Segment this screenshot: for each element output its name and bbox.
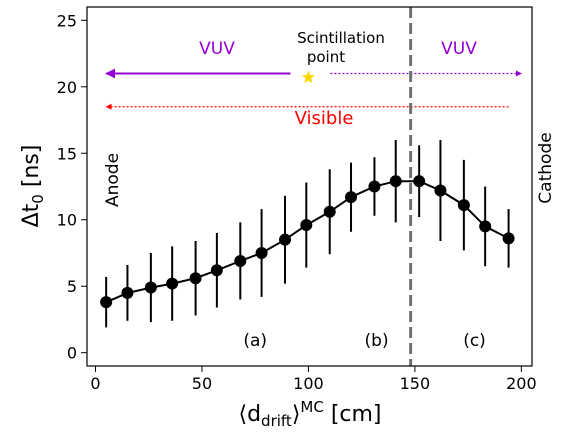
- y-tick-label: 5: [67, 277, 77, 296]
- ticks-layer: 0 50 100 150 200 0 5 10 15 20 25: [57, 11, 537, 393]
- x-tick-label: 150: [400, 374, 431, 393]
- visible-label: Visible: [295, 108, 354, 129]
- data-point: [345, 191, 358, 204]
- cathode-label: Cathode: [536, 132, 556, 203]
- data-point: [234, 254, 247, 267]
- x-axis-label-close: ⟩: [292, 402, 301, 427]
- x-tick-label: 100: [293, 374, 324, 393]
- data-point: [413, 175, 426, 188]
- region-label-c: (c): [463, 331, 486, 351]
- region-label-b: (b): [365, 331, 389, 351]
- arrows-layer: [105, 68, 522, 110]
- x-axis-label-sub: drift: [261, 412, 292, 430]
- y-tick-label: 20: [57, 78, 77, 97]
- y-tick-label: 15: [57, 144, 77, 163]
- vuv-left-label: VUV: [199, 39, 235, 59]
- region-label-a: (a): [243, 331, 267, 351]
- data-point: [368, 180, 381, 193]
- y-axis-label-sub: 0: [29, 194, 47, 204]
- y-tick-label: 25: [57, 11, 77, 30]
- data-point: [502, 232, 515, 245]
- data-point: [434, 184, 447, 197]
- data-point: [210, 264, 223, 277]
- scintillation-label-line2: point: [307, 48, 345, 66]
- data-point: [300, 219, 313, 232]
- x-tick-label: 50: [192, 374, 212, 393]
- data-point: [457, 199, 470, 212]
- x-axis-label-unit: [cm]: [324, 402, 382, 427]
- x-axis-label-main: ⟨d: [238, 402, 261, 427]
- plot-frame: [86, 6, 533, 367]
- y-tick-label: 0: [67, 344, 77, 363]
- data-point: [100, 296, 113, 309]
- x-axis-label: ⟨ddrift⟩MC [cm]: [238, 398, 381, 430]
- data-point: [479, 220, 492, 233]
- x-tick-label: 200: [506, 374, 537, 393]
- data-point: [323, 205, 336, 218]
- data-point: [166, 277, 179, 290]
- y-axis-label-main: Δt: [19, 203, 44, 227]
- data-point: [389, 175, 402, 188]
- data-point: [144, 281, 157, 294]
- data-layer: [100, 139, 515, 328]
- scintillation-star-icon: [301, 70, 316, 84]
- anode-label: Anode: [103, 153, 123, 207]
- data-point: [255, 246, 268, 259]
- vuv-right-label: VUV: [441, 39, 477, 59]
- y-axis-label-unit: [ns]: [19, 145, 44, 195]
- scintillation-label-line1: Scintillation: [297, 29, 385, 47]
- x-tick-label: 0: [90, 374, 100, 393]
- data-point: [121, 286, 134, 299]
- y-axis-label: Δt0 [ns]: [19, 145, 47, 228]
- data-point: [279, 233, 292, 246]
- y-tick-label: 10: [57, 211, 77, 230]
- data-point: [189, 272, 202, 285]
- x-axis-label-sup: MC: [300, 398, 323, 416]
